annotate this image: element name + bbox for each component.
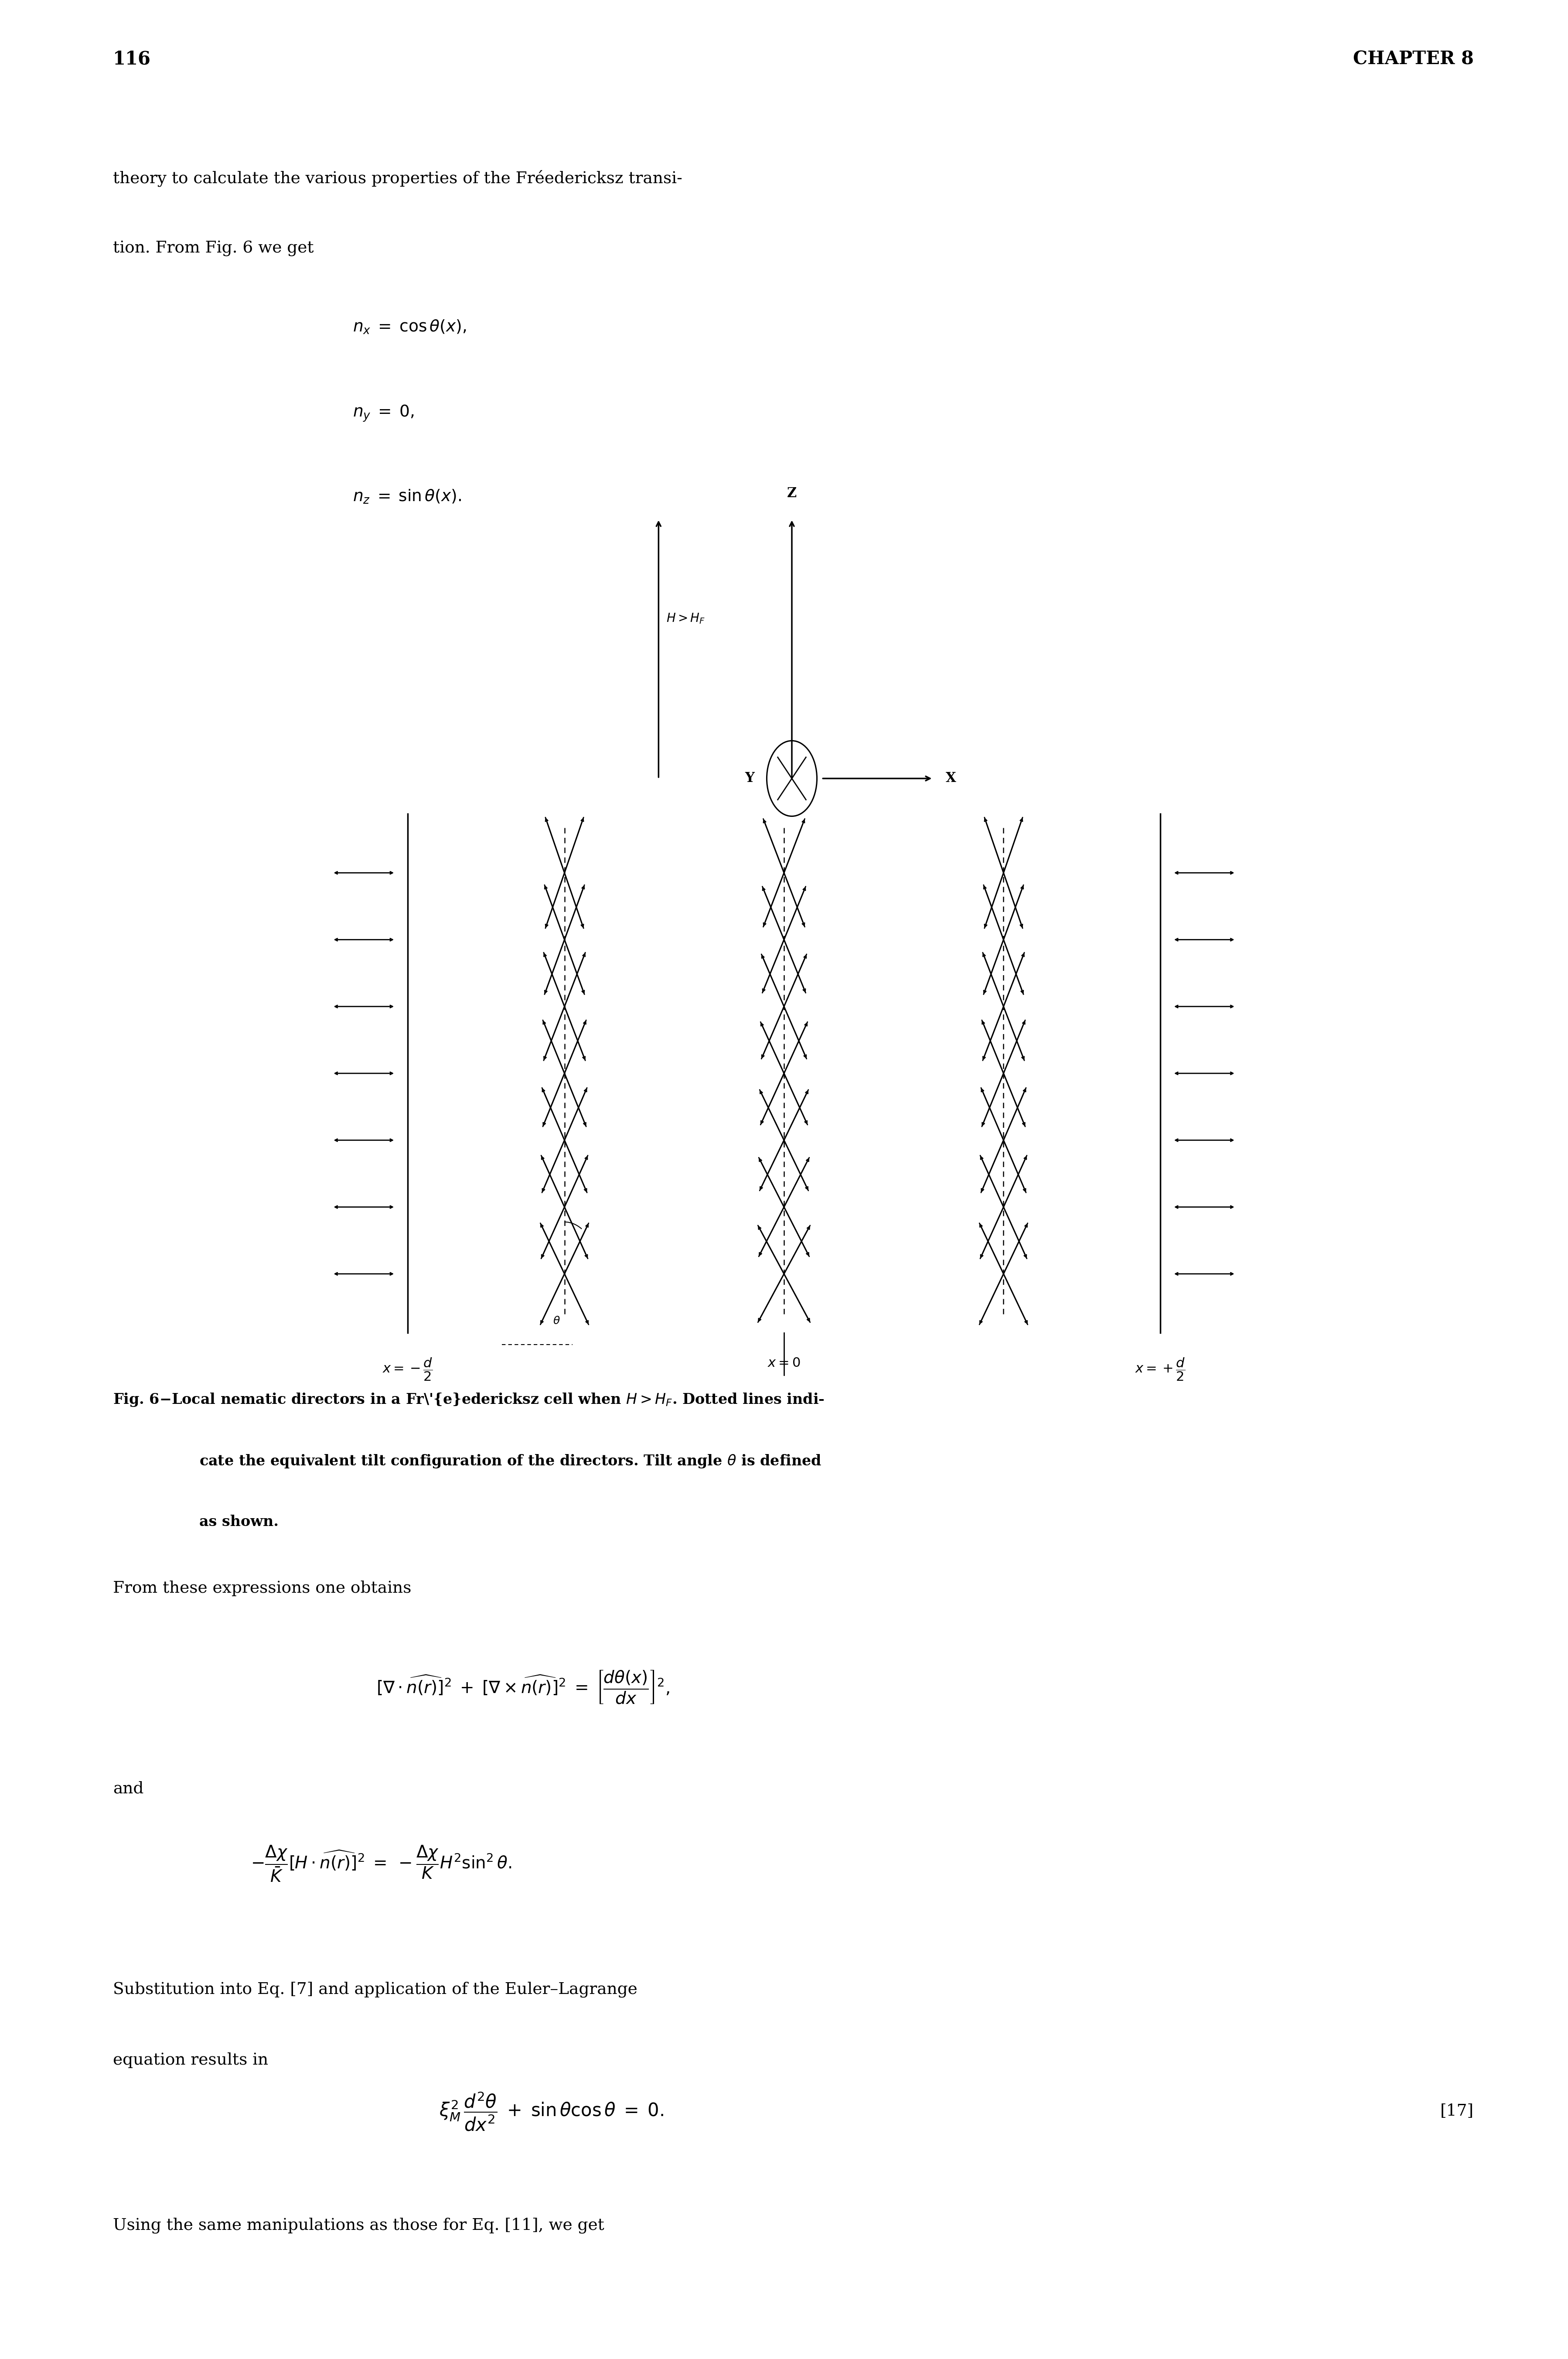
- Text: $\xi_M^2\,\dfrac{d^2\theta}{dx^2} \;+\; \sin\theta\cos\theta \;=\; 0.$: $\xi_M^2\,\dfrac{d^2\theta}{dx^2} \;+\; …: [439, 2090, 663, 2133]
- Text: X: X: [946, 771, 956, 786]
- Text: equation results in: equation results in: [113, 2052, 268, 2069]
- Text: From these expressions one obtains: From these expressions one obtains: [113, 1581, 411, 1597]
- Text: $H>H_F$: $H>H_F$: [666, 611, 706, 625]
- Text: $x=-\dfrac{d}{2}$: $x=-\dfrac{d}{2}$: [383, 1356, 433, 1382]
- Text: $n_y \;=\; 0,$: $n_y \;=\; 0,$: [353, 403, 414, 422]
- Text: Fig. 6$\boldsymbol{-}$Local nematic directors in a Fr\'{e}edericksz cell when $H: Fig. 6$\boldsymbol{-}$Local nematic dire…: [113, 1392, 825, 1408]
- Text: Z: Z: [787, 486, 797, 500]
- Text: $-\dfrac{\Delta\chi}{\bar{K}}[H\cdot\widehat{n(r)}]^2 \;=\; -\dfrac{\Delta\chi}{: $-\dfrac{\Delta\chi}{\bar{K}}[H\cdot\wid…: [251, 1845, 511, 1882]
- Text: Substitution into Eq. [7] and application of the Euler–Lagrange: Substitution into Eq. [7] and applicatio…: [113, 1982, 637, 1998]
- Text: and: and: [113, 1781, 144, 1798]
- Text: $\theta$: $\theta$: [554, 1316, 560, 1326]
- Text: Y: Y: [745, 771, 754, 786]
- Text: CHAPTER 8: CHAPTER 8: [1353, 50, 1474, 68]
- Text: $n_x \;=\; \cos\theta(x),$: $n_x \;=\; \cos\theta(x),$: [353, 318, 466, 335]
- Text: [17]: [17]: [1441, 2104, 1474, 2118]
- Text: as shown.: as shown.: [199, 1514, 279, 1529]
- Text: tion. From Fig. 6 we get: tion. From Fig. 6 we get: [113, 241, 314, 257]
- Text: $n_z \;=\; \sin\theta(x).$: $n_z \;=\; \sin\theta(x).$: [353, 488, 461, 505]
- Text: theory to calculate the various properties of the Fréedericksz transi-: theory to calculate the various properti…: [113, 170, 682, 186]
- Text: 116: 116: [113, 50, 151, 68]
- Text: $x=+\dfrac{d}{2}$: $x=+\dfrac{d}{2}$: [1135, 1356, 1185, 1382]
- Text: $[\nabla\cdot\widehat{n(r)}]^2 \;+\; [\nabla\times\widehat{n(r)}]^2 \;=\; \left[: $[\nabla\cdot\widehat{n(r)}]^2 \;+\; [\n…: [376, 1668, 670, 1706]
- Text: cate the equivalent tilt configuration of the directors. Tilt angle $\theta$ is : cate the equivalent tilt configuration o…: [199, 1453, 822, 1470]
- Text: $x=0$: $x=0$: [767, 1356, 801, 1371]
- Text: Using the same manipulations as those for Eq. [11], we get: Using the same manipulations as those fo…: [113, 2217, 604, 2234]
